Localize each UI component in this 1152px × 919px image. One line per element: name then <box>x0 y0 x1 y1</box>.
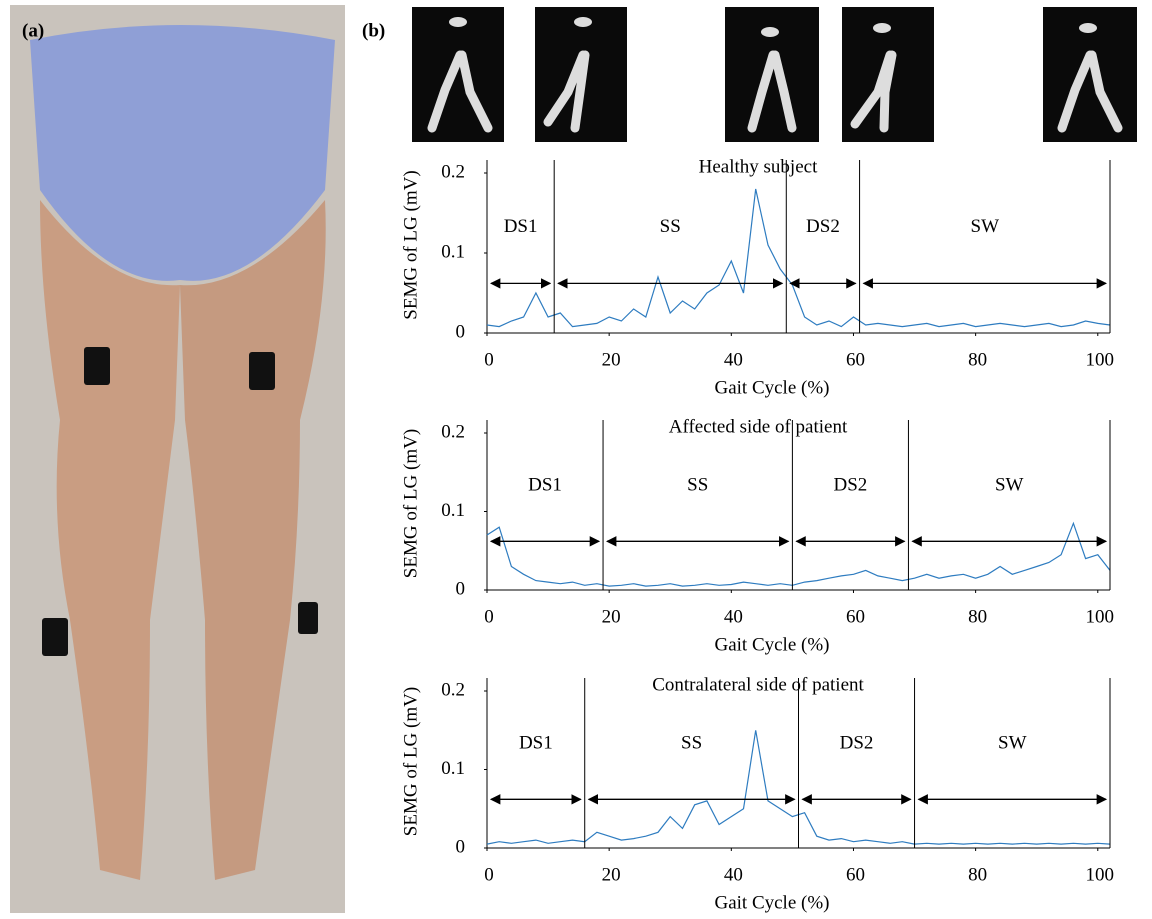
chart-title: Healthy subject <box>699 156 818 177</box>
phase-label: SW <box>995 475 1024 496</box>
phase-label: SS <box>660 216 681 237</box>
y-axis-label: SEMG of LG (mV) <box>400 429 421 578</box>
gait-thumbnails <box>412 7 1137 142</box>
x-tick-label: 60 <box>846 349 865 370</box>
phase-label: DS2 <box>840 733 874 754</box>
x-tick-label: 0 <box>484 606 494 627</box>
phase-label: DS1 <box>504 216 538 237</box>
x-tick-label: 40 <box>724 349 743 370</box>
y-tick-label: 0.2 <box>441 421 465 442</box>
phase-label: DS2 <box>834 475 868 496</box>
y-tick-label: 0.1 <box>441 500 465 521</box>
x-tick-label: 20 <box>602 864 621 885</box>
x-tick-label: 80 <box>968 606 987 627</box>
x-axis-label: Gait Cycle (%) <box>714 377 829 398</box>
phase-label: SW <box>998 733 1027 754</box>
y-tick-label: 0.1 <box>441 758 465 779</box>
y-axis-label: SEMG of LG (mV) <box>400 687 421 836</box>
x-tick-label: 100 <box>1086 864 1115 885</box>
x-axis-label: Gait Cycle (%) <box>714 892 829 913</box>
x-tick-label: 20 <box>602 349 621 370</box>
phase-label: DS1 <box>519 733 553 754</box>
signal-line <box>486 188 1111 328</box>
y-tick-label: 0.2 <box>441 679 465 700</box>
x-axis-label: Gait Cycle (%) <box>714 634 829 655</box>
y-tick-label: 0 <box>456 836 466 857</box>
y-tick-label: 0 <box>456 321 466 342</box>
chart-title: Contralateral side of patient <box>652 674 864 695</box>
chart-title: Affected side of patient <box>669 416 848 437</box>
phase-label: SS <box>687 475 708 496</box>
panel-label: (a) <box>22 20 44 41</box>
x-tick-label: 100 <box>1086 606 1115 627</box>
x-tick-label: 0 <box>484 864 494 885</box>
phase-label: DS1 <box>528 475 562 496</box>
y-axis-label: SEMG of LG (mV) <box>400 170 421 319</box>
x-tick-label: 60 <box>846 606 865 627</box>
panel-label: (b) <box>362 20 385 41</box>
y-tick-label: 0.2 <box>441 161 465 182</box>
x-tick-label: 80 <box>968 349 987 370</box>
y-tick-label: 0.1 <box>441 241 465 262</box>
phase-label: DS2 <box>806 216 840 237</box>
y-tick-label: 0 <box>456 578 466 599</box>
phase-label: SS <box>681 733 702 754</box>
phase-label: SW <box>971 216 1000 237</box>
x-tick-label: 40 <box>724 606 743 627</box>
x-tick-label: 40 <box>724 864 743 885</box>
x-tick-label: 60 <box>846 864 865 885</box>
x-tick-label: 20 <box>602 606 621 627</box>
signal-line <box>486 521 1111 587</box>
x-tick-label: 100 <box>1086 349 1115 370</box>
x-tick-label: 0 <box>484 349 494 370</box>
x-tick-label: 80 <box>968 864 987 885</box>
photo <box>10 5 345 913</box>
